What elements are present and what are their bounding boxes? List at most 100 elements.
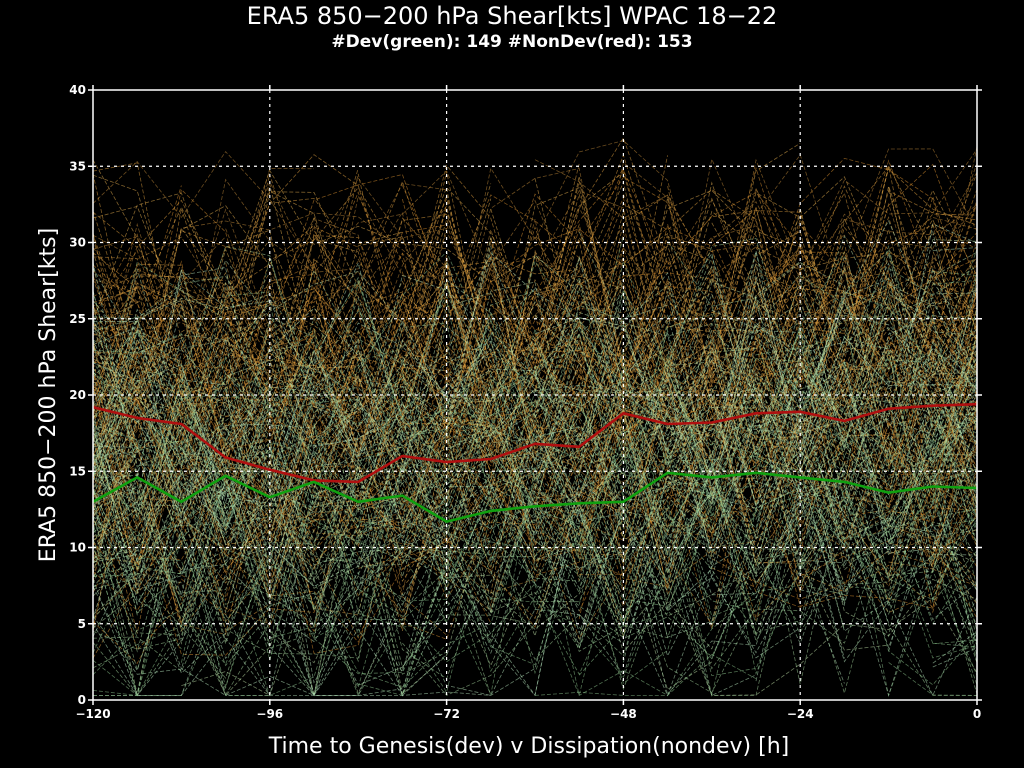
dev-trace [92,267,978,510]
nondev-trace [92,190,978,385]
dev-trace [92,417,978,636]
nondev-trace [92,161,978,379]
dev-trace [92,468,978,685]
nondev-trace [181,176,978,392]
dev-trace [92,489,978,696]
dev-trace [92,348,978,578]
nondev-trace [92,308,978,551]
chart-subtitle: #Dev(green): 149 #NonDev(red): 153 [331,32,692,52]
dev-trace [92,289,978,526]
nondev-trace [92,172,978,393]
dev-trace [92,425,978,586]
dev-trace [92,251,978,465]
y-tick-label: 0 [78,693,86,707]
dev-trace [92,477,978,697]
dev-trace [92,377,978,613]
nondev-trace [92,171,978,379]
y-tick-label: 10 [69,541,86,555]
dev-trace [92,360,978,581]
dev-trace [92,230,978,464]
nondev-trace [92,273,978,509]
series-line-nondev [92,402,978,484]
nondev-trace [92,164,978,369]
dev-trace [92,250,978,468]
nondev-trace [92,163,978,396]
dev-trace [92,314,978,578]
x-tick-label: −72 [433,707,460,721]
x-tick-label: −48 [610,707,637,721]
nondev-trace [92,330,978,564]
gridlines [93,90,977,700]
y-tick-label: 20 [69,388,86,402]
nondev-trace [92,137,978,380]
dev-trace [92,244,978,451]
x-tick-label: −96 [256,707,283,721]
y-axis-label: ERA5 850−200 hPa Shear[kts] [36,228,61,562]
y-tick-label: 35 [69,159,86,173]
nondev-trace [92,347,978,574]
x-axis-label: Time to Genesis(dev) v Dissipation(nonde… [268,734,790,759]
dev-trace [92,383,978,614]
dev-trace [92,315,978,522]
dev-trace [92,315,978,557]
dev-trace [92,386,978,629]
dev-trace [92,357,978,601]
dev-trace [92,542,978,697]
dev-trace [92,322,978,563]
dev-trace [92,371,978,603]
nondev-trace [92,148,978,400]
dev-trace [92,279,978,535]
series-line-dev [92,471,978,523]
dev-trace [92,272,978,522]
dev-trace [92,269,978,459]
y-tick-label: 40 [69,83,86,97]
dev-trace [92,304,978,509]
dev-trace [181,360,978,588]
dev-trace [92,220,978,448]
nondev-trace [92,303,978,535]
dev-trace [92,401,978,627]
dev-trace [92,278,978,513]
dev-trace [92,270,978,496]
dev-trace [92,250,978,479]
dev-trace [92,480,977,696]
y-tick-label: 15 [69,464,86,478]
dev-trace [92,335,978,533]
nondev-trace [92,392,978,638]
dev-trace [92,442,978,696]
chart-title: ERA5 850−200 hPa Shear[kts] WPAC 18−22 [247,2,778,30]
nondev-trace [92,205,978,447]
dev-trace [93,530,978,696]
dev-trace [92,462,978,675]
y-tick-label: 5 [78,617,86,631]
nondev-trace [92,154,978,391]
x-tick-label: −120 [75,707,110,721]
nondev-trace [92,169,978,386]
mean-lines [92,402,978,523]
dev-trace [92,223,978,455]
nondev-trace [92,339,978,571]
nondev-trace [92,351,978,583]
x-tick-label: −24 [787,707,814,721]
dev-trace [92,440,978,684]
dev-trace [92,384,978,589]
dev-trace [92,283,978,472]
nondev-trace [92,260,978,471]
x-tick-label: 0 [973,707,981,721]
spaghetti-traces [92,137,978,697]
dev-trace [92,363,978,612]
dev-trace [92,459,978,697]
dev-trace [92,342,978,556]
y-tick-label: 30 [69,236,86,250]
dev-trace [92,451,978,697]
y-tick-label: 25 [69,312,86,326]
dev-trace [92,293,978,522]
nondev-trace [92,318,978,573]
dev-trace [92,402,978,659]
dev-trace [92,368,978,620]
dev-trace [225,361,978,583]
dev-trace [92,397,978,630]
axis-ticks: 0 5 10 15 20 25 30 35 40 −120 −96 −72 −48 −24 0 [69,83,982,721]
dev-trace [92,490,978,697]
